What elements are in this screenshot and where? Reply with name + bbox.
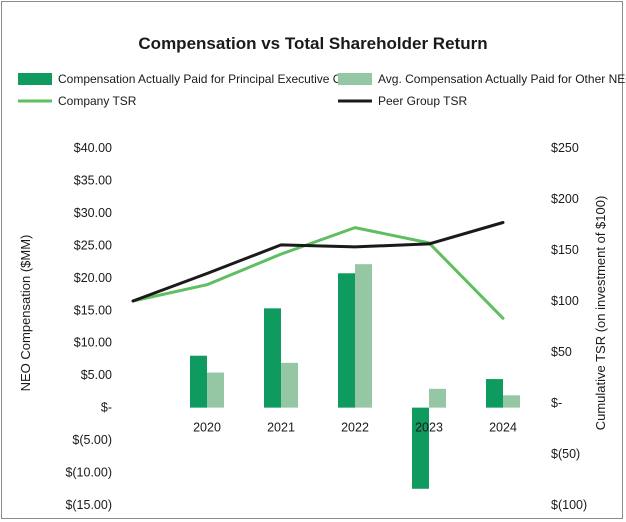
left-tick-label: $- [101, 401, 112, 415]
legend-swatch-other [338, 73, 372, 85]
right-tick-label: $100 [551, 294, 579, 308]
legend-label-peer-tsr: Peer Group TSR [378, 94, 467, 108]
left-tick-label: $(15.00) [65, 498, 112, 512]
right-tick-label: $50 [551, 345, 572, 359]
left-tick-label: $15.00 [74, 303, 112, 317]
left-tick-label: $35.00 [74, 173, 112, 187]
category-label: 2023 [415, 421, 443, 435]
category-label: 2022 [341, 421, 369, 435]
plot-area: $40.00 $35.00 $30.00 $25.00 $20.00 $15.00 $10.… [65, 141, 587, 512]
bar-other-neos-compensation [503, 395, 520, 408]
bar-pe-compensation [264, 308, 281, 408]
legend: Compensation Actually Paid for Principal… [18, 72, 626, 108]
left-tick-label: $20.00 [74, 271, 112, 285]
bar-pe-compensation [486, 379, 503, 408]
left-tick-label: $5.00 [81, 368, 112, 382]
bar-other-neos-compensation [207, 372, 224, 408]
peer-group-tsr-line [131, 221, 505, 303]
left-tick-label: $(5.00) [72, 433, 112, 447]
bar-pe-compensation [412, 407, 429, 489]
right-axis-label: Cumulative TSR (on investment of $100) [593, 196, 608, 431]
left-tick-label: $10.00 [74, 336, 112, 350]
company-tsr-line [131, 226, 505, 320]
category-label: 2020 [193, 421, 221, 435]
category-label: 2021 [267, 421, 295, 435]
bar-pe-compensation [338, 273, 355, 408]
left-tick-label: $40.00 [74, 141, 112, 155]
bar-pe-compensation [190, 355, 207, 408]
right-tick-label: $200 [551, 192, 579, 206]
right-tick-label: $250 [551, 141, 579, 155]
left-axis-label: NEO Compensation ($MM) [18, 235, 33, 392]
left-tick-label: $(10.00) [65, 466, 112, 480]
right-tick-label: $(100) [551, 498, 587, 512]
bar-other-neos-compensation [281, 362, 298, 408]
legend-swatch-pe [18, 73, 52, 85]
legend-label-other: Avg. Compensation Actually Paid for Othe… [378, 72, 626, 86]
legend-label-pe: Compensation Actually Paid for Principal… [58, 72, 368, 86]
bar-other-neos-compensation [355, 264, 372, 408]
left-tick-label: $30.00 [74, 206, 112, 220]
right-tick-label: $150 [551, 243, 579, 257]
left-tick-label: $25.00 [74, 238, 112, 252]
category-label: 2024 [489, 421, 517, 435]
right-tick-label: $- [551, 396, 562, 410]
legend-label-company-tsr: Company TSR [58, 94, 137, 108]
chart-title: Compensation vs Total Shareholder Return [138, 34, 487, 53]
right-tick-label: $(50) [551, 447, 580, 461]
bar-other-neos-compensation [429, 388, 446, 408]
